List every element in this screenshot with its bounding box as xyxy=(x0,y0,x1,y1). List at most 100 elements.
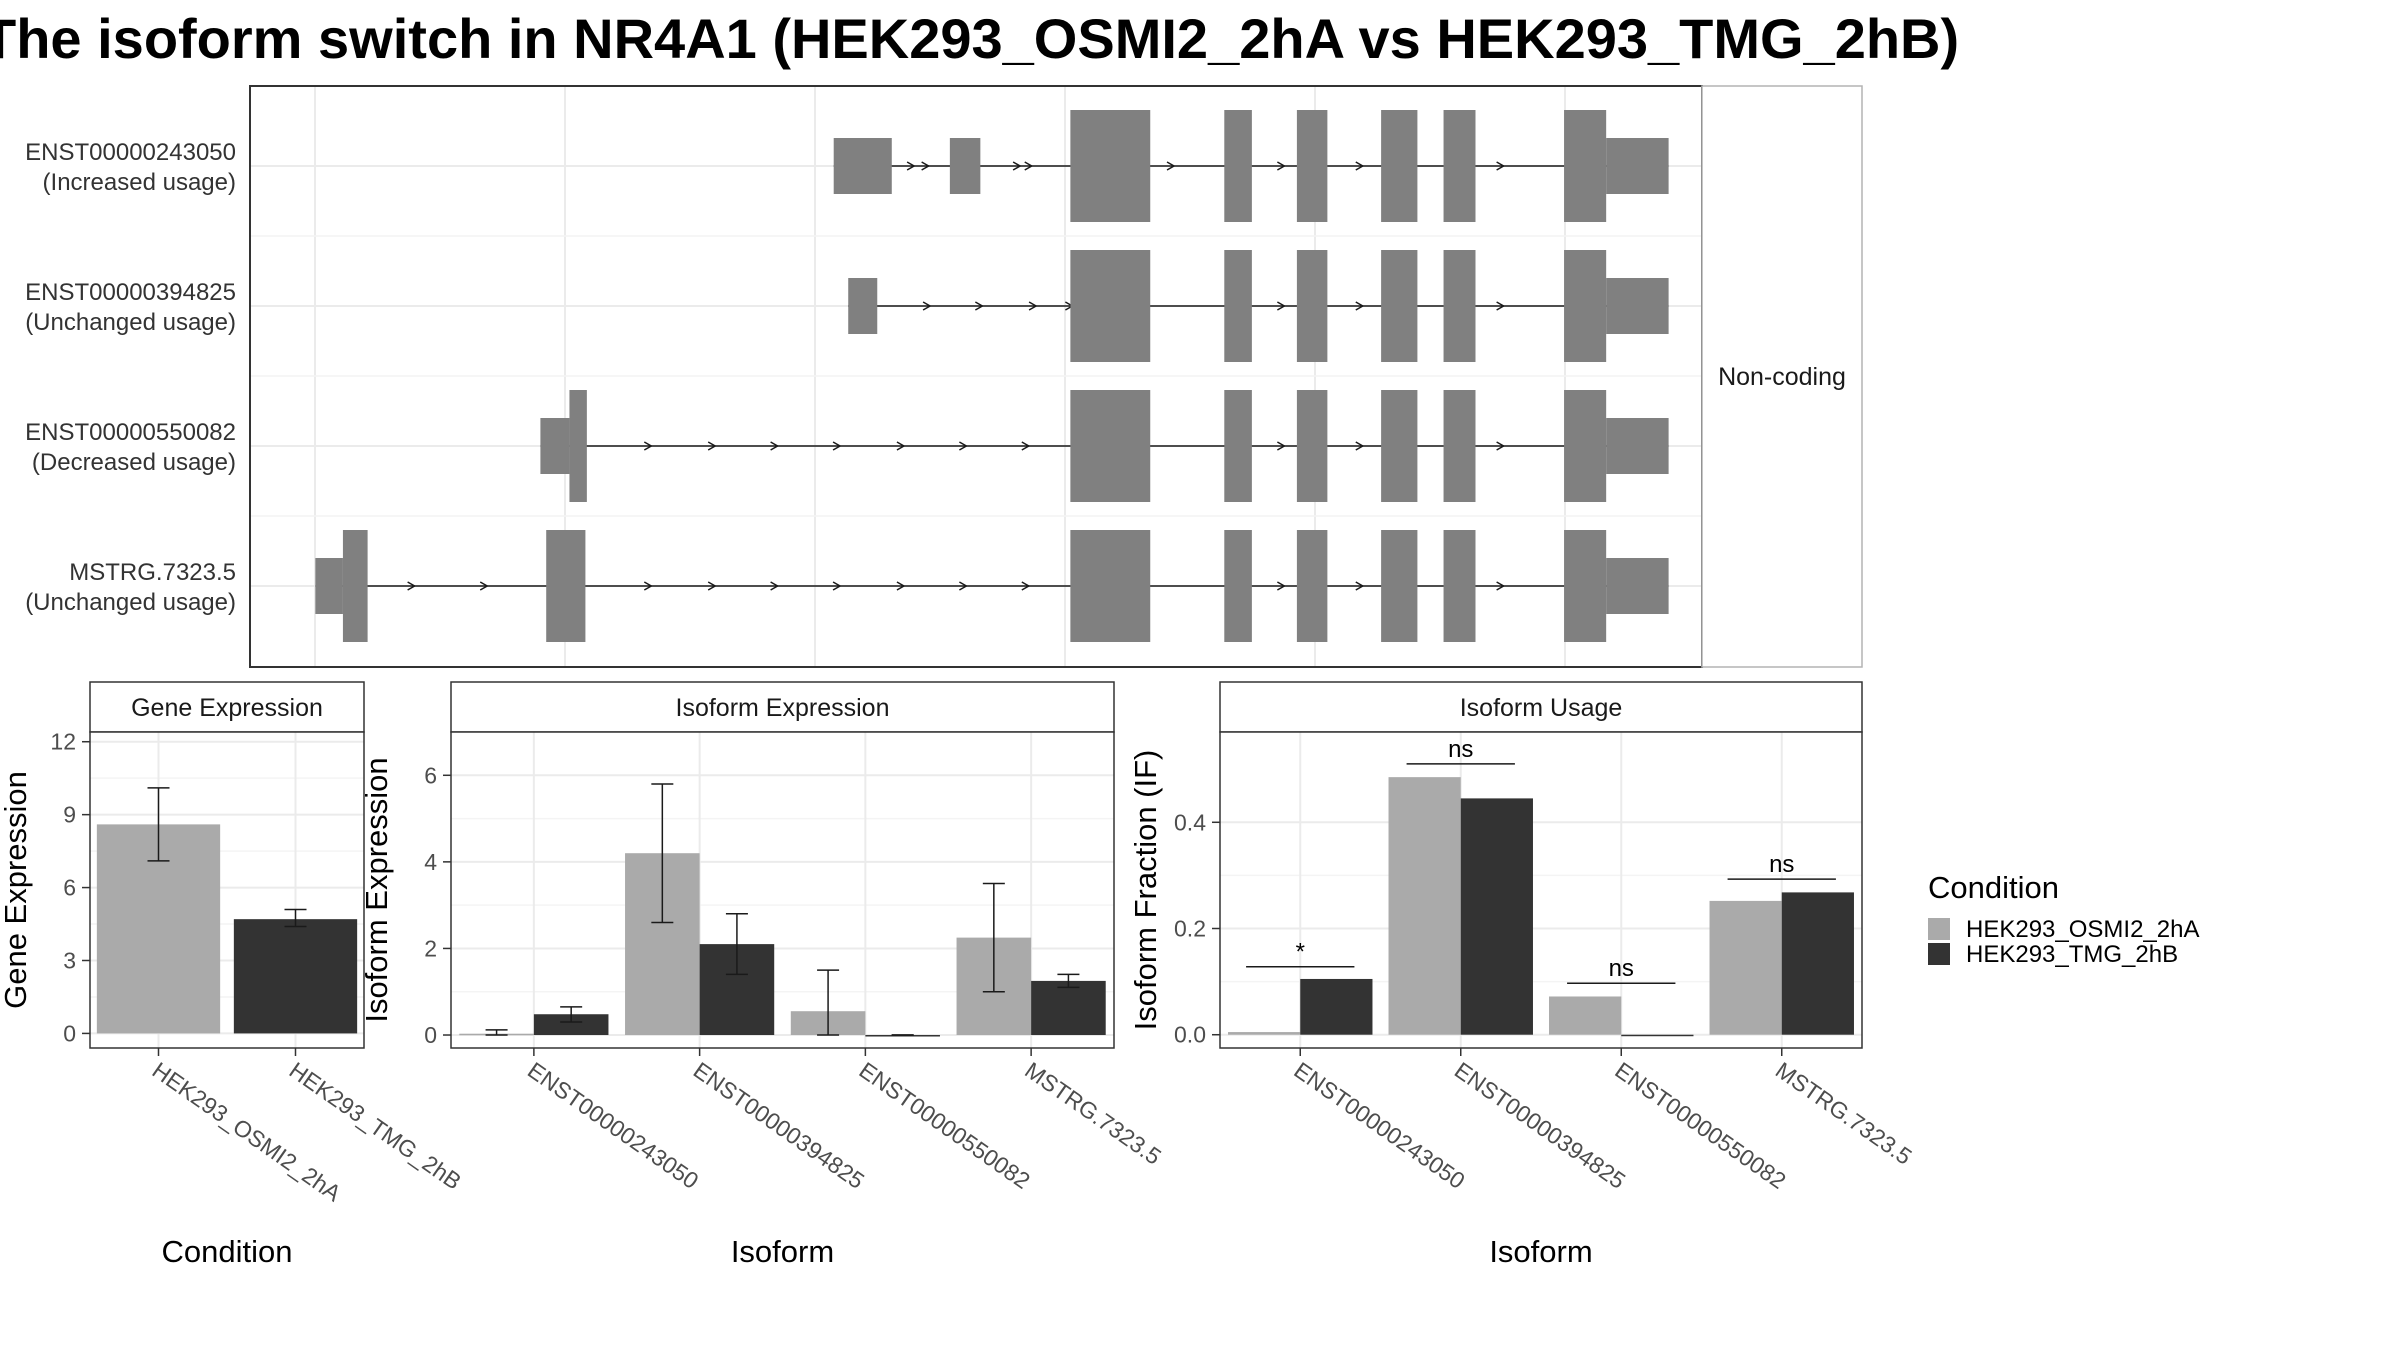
transcript-usage-label: (Increased usage) xyxy=(43,169,236,196)
utr-exon xyxy=(1606,558,1669,614)
y-tick-label: 0.0 xyxy=(1174,1022,1206,1048)
y-tick-label: 0 xyxy=(424,1022,437,1048)
panel-border xyxy=(450,731,1115,1049)
panel-strip-title: Isoform Usage xyxy=(1460,694,1623,722)
coding-exon xyxy=(1296,530,1328,642)
intron-direction-arrow xyxy=(643,441,653,451)
transcript-structure-panel: ENST00000243050 (Increased usage) ENST0000… xyxy=(25,85,1863,668)
transcript-row xyxy=(833,110,1669,222)
coding-exon xyxy=(1564,250,1607,362)
transcript-row xyxy=(540,390,1669,502)
intron-direction-arrow xyxy=(1355,581,1365,591)
y-axis-title: Isoform Fraction (IF) xyxy=(1128,750,1163,1031)
bar xyxy=(1621,1034,1694,1037)
panel-strip xyxy=(450,681,1115,733)
significance-label: ns xyxy=(1609,955,1634,982)
bar xyxy=(533,1014,609,1036)
significance-label: * xyxy=(1296,939,1305,966)
y-tick-label: 2 xyxy=(424,935,437,961)
transcript-usage-label: (Unchanged usage) xyxy=(25,309,236,336)
legend-title: Condition xyxy=(1928,870,2059,905)
intron-direction-arrow xyxy=(479,581,489,591)
utr-exon xyxy=(315,558,343,614)
bar xyxy=(1709,900,1782,1035)
panel-border xyxy=(89,731,365,1049)
coding-exon xyxy=(1070,110,1151,222)
bar xyxy=(1781,892,1854,1035)
coding-exon xyxy=(1443,250,1476,362)
intron-direction-arrow xyxy=(1024,161,1034,171)
legend-entry-label: HEK293_TMG_2hB xyxy=(1966,941,2178,968)
intron-direction-arrow xyxy=(921,161,931,171)
intron-direction-arrow xyxy=(832,581,842,591)
intron-direction-arrow xyxy=(1276,301,1286,311)
y-tick-label: 0.2 xyxy=(1174,916,1206,942)
intron-direction-arrow xyxy=(1496,301,1506,311)
intron-direction-arrow xyxy=(770,581,780,591)
legend-entry-label: HEK293_OSMI2_2hA xyxy=(1966,916,2199,943)
coding-exon xyxy=(1296,110,1328,222)
panel-strip xyxy=(89,681,365,733)
coding-exon xyxy=(1070,250,1151,362)
intron-direction-arrow xyxy=(1355,161,1365,171)
intron-direction-arrow xyxy=(896,441,906,451)
structure-facet-label: Non-coding xyxy=(1718,363,1846,391)
utr-exon xyxy=(1606,138,1669,194)
y-tick-label: 4 xyxy=(424,849,437,875)
structure-facet-strip xyxy=(1701,85,1863,668)
panel-strip xyxy=(1219,681,1863,733)
significance-label: ns xyxy=(1448,736,1473,763)
intron-direction-arrow xyxy=(1276,161,1286,171)
intron-direction-arrow xyxy=(1021,581,1031,591)
panel-border xyxy=(1219,731,1863,1049)
bar xyxy=(1388,777,1461,1035)
utr-exon xyxy=(540,418,570,474)
coding-exon xyxy=(1070,530,1151,642)
coding-exon xyxy=(1564,110,1607,222)
coding-exon xyxy=(1296,390,1328,502)
coding-exon xyxy=(1443,530,1476,642)
intron-direction-arrow xyxy=(1496,161,1506,171)
intron-direction-arrow xyxy=(1276,581,1286,591)
bar xyxy=(1300,978,1373,1035)
y-tick-label: 12 xyxy=(50,729,76,755)
transcript-id-label: ENST00000394825 xyxy=(25,279,236,306)
utr-exon xyxy=(949,138,981,194)
panel-strip-title: Isoform Expression xyxy=(676,694,890,722)
error-bar xyxy=(284,908,307,928)
coding-exon xyxy=(1381,390,1418,502)
intron-direction-arrow xyxy=(1012,161,1022,171)
error-bar xyxy=(817,969,840,1036)
transcript-id-label: MSTRG.7323.5 xyxy=(69,559,236,586)
transcript-row xyxy=(315,530,1669,642)
bar xyxy=(233,919,358,1034)
y-axis-title: Gene Expression xyxy=(0,771,33,1009)
error-bar xyxy=(1057,973,1080,989)
x-axis-title: Isoform xyxy=(731,1234,834,1269)
intron-direction-arrow xyxy=(770,441,780,451)
x-axis-title: Condition xyxy=(162,1234,293,1269)
transcript-usage-label: (Decreased usage) xyxy=(32,449,236,476)
utr-exon xyxy=(833,138,892,194)
utr-exon xyxy=(848,278,878,334)
intron-direction-arrow xyxy=(1496,441,1506,451)
legend-swatch xyxy=(1928,918,1950,940)
coding-exon xyxy=(1070,390,1151,502)
intron-direction-arrow xyxy=(832,441,842,451)
significance-label: ns xyxy=(1769,851,1794,878)
y-tick-label: 0 xyxy=(63,1020,76,1046)
error-bar xyxy=(560,1006,583,1023)
error-bar xyxy=(982,882,1005,993)
transcript-id-label: ENST00000550082 xyxy=(25,419,236,446)
coding-exon xyxy=(1381,250,1418,362)
coding-exon xyxy=(1224,250,1252,362)
coding-exon xyxy=(546,530,586,642)
transcript-row xyxy=(848,250,1669,362)
intron-direction-arrow xyxy=(959,441,968,451)
coding-exon xyxy=(1564,390,1607,502)
coding-exon xyxy=(1564,530,1607,642)
intron-direction-arrow xyxy=(1276,441,1286,451)
intron-direction-arrow xyxy=(707,581,717,591)
